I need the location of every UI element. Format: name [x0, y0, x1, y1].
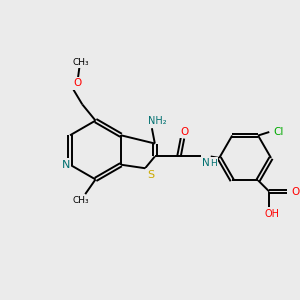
Text: S: S: [147, 170, 154, 180]
Text: NH₂: NH₂: [148, 116, 167, 127]
Text: N: N: [202, 158, 210, 168]
Text: Cl: Cl: [273, 127, 283, 137]
Text: N: N: [61, 160, 70, 170]
Text: OH: OH: [264, 208, 279, 219]
Text: CH₃: CH₃: [73, 58, 89, 67]
Text: H: H: [210, 159, 217, 168]
Text: CH₃: CH₃: [73, 196, 89, 205]
Text: O: O: [181, 127, 189, 137]
Text: O: O: [291, 187, 299, 196]
Text: O: O: [74, 78, 82, 88]
